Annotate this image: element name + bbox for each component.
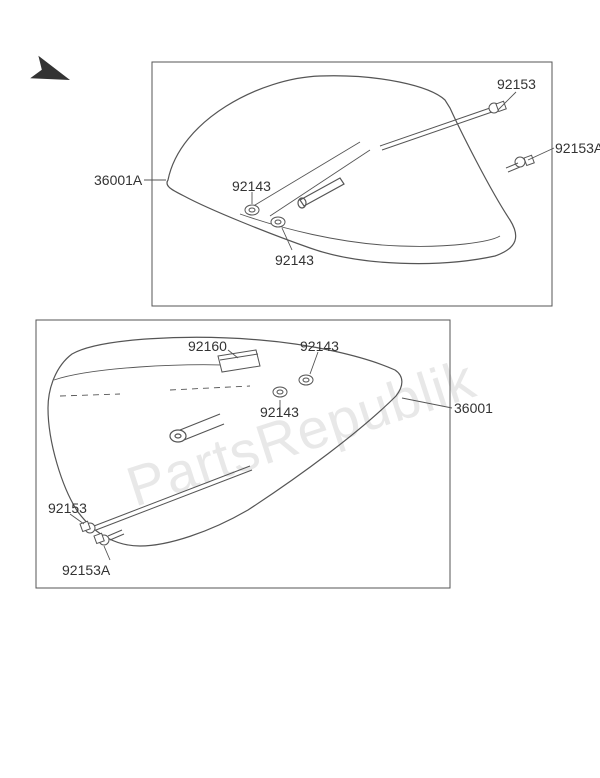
labels-layer: 92153 92153A 36001A 92143 92143 92160 92… (0, 0, 600, 778)
label-92143-top1: 92143 (232, 178, 271, 194)
label-36001: 36001 (454, 400, 493, 416)
label-36001A: 36001A (94, 172, 142, 188)
label-92160: 92160 (188, 338, 227, 354)
label-92143-bot1: 92143 (300, 338, 339, 354)
label-92153-bot: 92153 (48, 500, 87, 516)
diagram-canvas: PartsRepublik (0, 0, 600, 778)
label-92153A-top: 92153A (555, 140, 600, 156)
label-92143-top2: 92143 (275, 252, 314, 268)
label-92143-bot2: 92143 (260, 404, 299, 420)
label-92153-top: 92153 (497, 76, 536, 92)
label-92153A-bot: 92153A (62, 562, 110, 578)
